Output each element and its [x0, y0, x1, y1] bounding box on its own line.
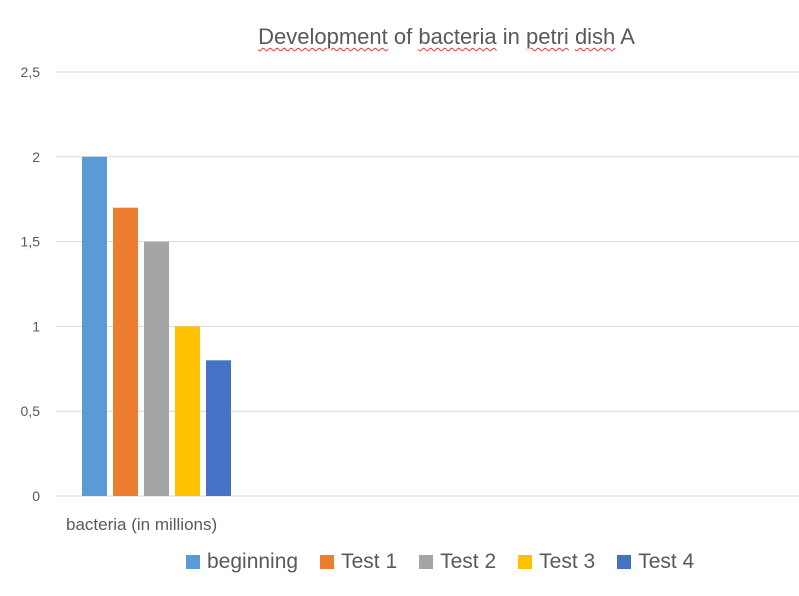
- bar-test-3: [175, 326, 200, 496]
- y-tick-label: 1: [32, 318, 40, 334]
- legend-label: Test 3: [539, 550, 596, 573]
- legend-swatch: [186, 555, 200, 569]
- y-tick-label: 2,5: [21, 64, 41, 80]
- y-tick-label: 0: [32, 488, 40, 504]
- chart-title-word: of: [393, 24, 413, 49]
- bar-test-2: [144, 241, 169, 496]
- legend-label: Test 2: [440, 550, 497, 573]
- bar-beginning: [82, 156, 107, 497]
- legend-label: beginning: [207, 550, 299, 573]
- chart-title-word: A: [620, 24, 635, 49]
- bar-test-1: [113, 207, 138, 496]
- chart-title-word: in: [502, 24, 520, 49]
- legend-swatch: [617, 555, 632, 569]
- legend-label: Test 1: [341, 550, 398, 573]
- legend-item-test-3: Test 3: [518, 550, 595, 574]
- legend-item-test-1: Test 1: [320, 550, 397, 574]
- legend-item-beginning: beginning: [186, 550, 298, 574]
- chart-title: Development of bacteria in petri dish A: [0, 24, 799, 50]
- y-axis-ticks: 0 0,5 1 1,5 2 2,5: [21, 64, 41, 504]
- legend: beginning Test 1 Test 2 Test 3 Test 4: [186, 550, 694, 574]
- legend-swatch: [419, 555, 434, 569]
- y-tick-label: 1,5: [21, 234, 41, 250]
- y-tick-label: 0,5: [21, 403, 41, 419]
- chart-title-word: bacteria: [418, 24, 497, 49]
- legend-label: Test 4: [638, 550, 695, 573]
- legend-swatch: [518, 555, 533, 569]
- chart-title-word: dish: [574, 24, 616, 49]
- chart-title-word: Development: [258, 24, 388, 49]
- bar-test-4: [206, 360, 231, 496]
- category-label: bacteria (in millions): [66, 515, 217, 534]
- y-tick-label: 2: [32, 149, 40, 165]
- bars: [82, 156, 231, 497]
- legend-item-test-2: Test 2: [419, 550, 496, 574]
- legend-item-test-4: Test 4: [617, 550, 694, 574]
- legend-swatch: [320, 555, 335, 569]
- chart-title-word: petri: [526, 24, 569, 49]
